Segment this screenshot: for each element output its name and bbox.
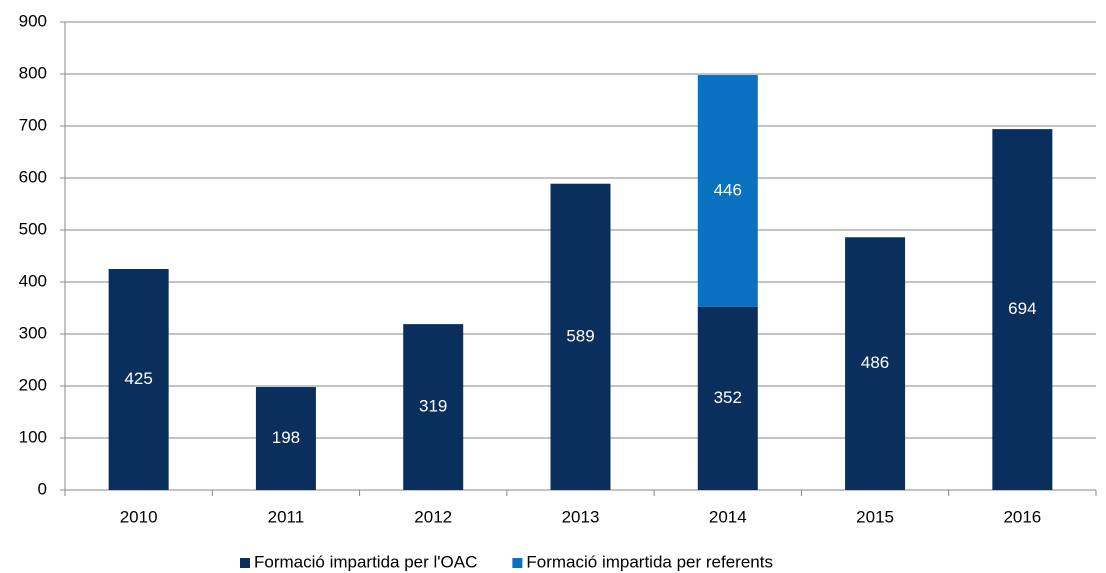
x-tick-label: 2015 [856,507,894,526]
x-tick-label: 2013 [562,507,600,526]
y-tick-label: 0 [38,479,47,498]
data-label: 198 [272,428,300,447]
x-tick-label: 2011 [268,507,305,526]
legend-swatch [512,558,523,568]
x-tick-label: 2010 [120,507,158,526]
bar-segment [697,75,758,307]
y-tick-label: 200 [19,375,47,394]
bar-segment [403,324,464,490]
bar-segment [845,237,906,490]
bar-segment [550,183,611,490]
y-tick-label: 700 [19,115,47,134]
data-label: 425 [124,369,152,388]
y-tick-label: 400 [19,271,47,290]
x-tick-label: 2012 [414,507,452,526]
bar-segment [108,269,169,490]
x-tick-label: 2014 [709,507,747,526]
legend-swatch [240,558,250,568]
y-tick-label: 800 [19,63,47,82]
y-tick-label: 100 [19,427,47,446]
y-tick-label: 500 [19,219,47,238]
data-label: 486 [861,353,889,372]
bar-segment [255,387,316,490]
y-tick-label: 600 [19,167,47,186]
data-label: 352 [714,388,742,407]
bar-segment [992,129,1053,490]
x-tick-label: 2016 [1003,507,1041,526]
bar-segment [697,306,758,490]
y-tick-label: 300 [19,323,47,342]
legend-label: Formació impartida per l'OAC [254,552,477,571]
data-label: 694 [1008,299,1036,318]
data-label: 589 [566,326,594,345]
data-label: 319 [419,397,447,416]
y-tick-label: 900 [19,11,47,30]
data-label: 446 [714,180,742,199]
legend-label: Formació impartida per referents [526,552,773,571]
